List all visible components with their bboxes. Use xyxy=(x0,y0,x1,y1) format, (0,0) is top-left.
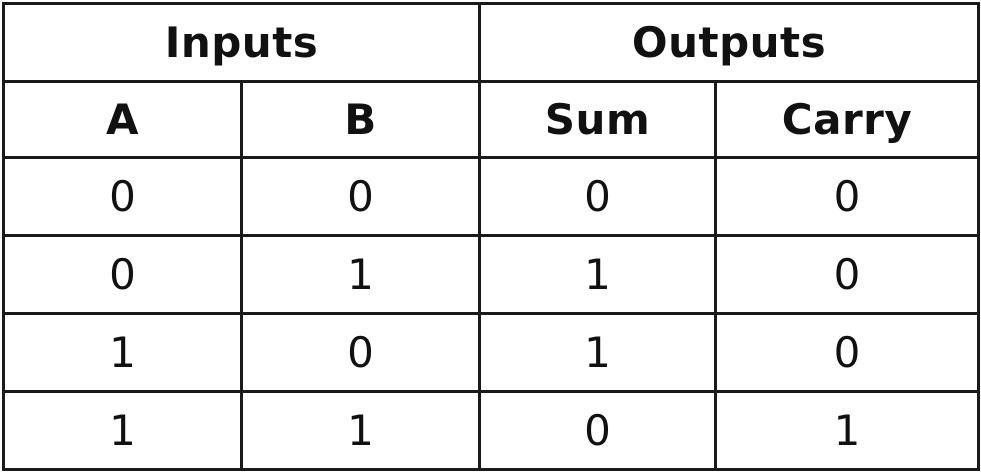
cell-sum: 1 xyxy=(478,234,718,315)
cell-b: 1 xyxy=(239,390,482,471)
column-header-a: A xyxy=(2,80,243,159)
cell-a: 0 xyxy=(2,156,243,237)
cell-b: 0 xyxy=(239,156,482,237)
table-head: Inputs Outputs A B Sum Carry xyxy=(1,2,981,159)
column-header-row: A B Sum Carry xyxy=(2,80,981,159)
column-header-sum: Sum xyxy=(478,80,718,159)
table-row: 0 1 1 0 xyxy=(2,234,981,315)
outputs-group-header: Outputs xyxy=(478,2,981,83)
cell-b: 1 xyxy=(239,234,482,315)
cell-b: 0 xyxy=(239,312,482,393)
cell-a: 1 xyxy=(2,312,243,393)
cell-sum: 1 xyxy=(478,312,718,393)
cell-a: 1 xyxy=(2,390,243,471)
column-header-carry: Carry xyxy=(714,80,981,159)
cell-carry: 0 xyxy=(714,156,981,237)
inputs-group-header: Inputs xyxy=(1,2,482,83)
cell-carry: 0 xyxy=(714,234,981,315)
cell-carry: 1 xyxy=(714,390,981,471)
column-header-b: B xyxy=(239,80,482,159)
table-row: 0 0 0 0 xyxy=(2,156,981,237)
cell-carry: 0 xyxy=(714,312,981,393)
table-row: 1 1 0 1 xyxy=(2,390,981,471)
table-body: 0 0 0 0 0 1 1 0 1 0 1 0 1 1 0 1 xyxy=(2,156,981,471)
table-row: 1 0 1 0 xyxy=(2,312,981,393)
cell-a: 0 xyxy=(2,234,243,315)
group-header-row: Inputs Outputs xyxy=(1,2,981,83)
cell-sum: 0 xyxy=(478,390,718,471)
cell-sum: 0 xyxy=(478,156,718,237)
